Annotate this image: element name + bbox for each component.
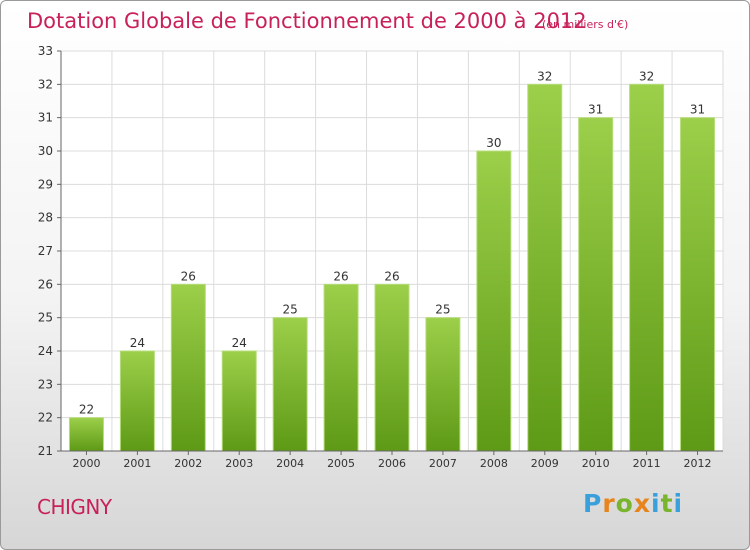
- logo-letter: x: [633, 489, 651, 518]
- x-tick-label: 2012: [684, 457, 712, 470]
- y-tick-label: 23: [38, 377, 53, 391]
- chart-title: Dotation Globale de Fonctionnement de 20…: [27, 9, 587, 33]
- bar-value-label: 26: [384, 269, 399, 283]
- x-tick-label: 2001: [123, 457, 151, 470]
- y-tick-label: 21: [38, 444, 53, 458]
- logo-letter: P: [583, 489, 603, 518]
- bar-value-label: 31: [588, 103, 603, 117]
- logo-letter: o: [615, 489, 634, 518]
- y-tick-label: 29: [38, 177, 53, 191]
- logo-letter: i: [673, 489, 684, 518]
- bar-value-label: 32: [639, 69, 654, 83]
- y-tick-label: 33: [38, 44, 53, 58]
- bar-2005: [323, 283, 359, 452]
- x-tick-label: 2003: [225, 457, 253, 470]
- bar-value-label: 24: [130, 336, 145, 350]
- y-tick-label: 25: [38, 311, 53, 325]
- y-tick-label: 22: [38, 411, 53, 425]
- bar-value-label: 30: [486, 136, 501, 150]
- x-tick-label: 2010: [582, 457, 610, 470]
- bar-value-label: 31: [690, 103, 705, 117]
- bar-2011: [629, 83, 665, 452]
- logo-letter: r: [602, 489, 616, 518]
- x-tick-label: 2004: [276, 457, 304, 470]
- bar-2000: [68, 417, 104, 452]
- x-tick-label: 2009: [531, 457, 559, 470]
- bar-value-label: 25: [435, 303, 450, 317]
- bar-value-label: 25: [283, 303, 298, 317]
- x-tick-label: 2007: [429, 457, 457, 470]
- bar-value-label: 24: [232, 336, 247, 350]
- bar-value-label: 32: [537, 69, 552, 83]
- y-tick-label: 26: [38, 277, 53, 291]
- logo-letter: i: [651, 489, 661, 518]
- commune-name: CHIGNY: [37, 495, 112, 519]
- bar-2007: [425, 317, 461, 452]
- bar-value-label: 22: [79, 403, 94, 417]
- y-tick-label: 30: [38, 144, 53, 158]
- bar-2001: [119, 350, 155, 452]
- y-tick-label: 32: [38, 77, 53, 91]
- x-tick-label: 2002: [174, 457, 202, 470]
- bar-2002: [170, 283, 206, 452]
- proxiti-logo: Proxiti: [583, 489, 683, 518]
- y-tick-label: 27: [38, 244, 53, 258]
- y-tick-label: 24: [38, 344, 53, 358]
- bar-2009: [527, 83, 563, 452]
- bar-2010: [578, 117, 614, 452]
- x-tick-label: 2005: [327, 457, 355, 470]
- bar-value-label: 26: [181, 269, 196, 283]
- bar-value-label: 26: [333, 269, 348, 283]
- chart-subtitle: (en milliers d'€): [542, 18, 629, 31]
- bar-2006: [374, 283, 410, 452]
- logo-letter: t: [660, 489, 674, 518]
- x-tick-label: 2006: [378, 457, 406, 470]
- x-tick-label: 2000: [72, 457, 100, 470]
- y-tick-label: 31: [38, 111, 53, 125]
- bar-2004: [272, 317, 308, 452]
- x-tick-label: 2008: [480, 457, 508, 470]
- bar-2008: [476, 150, 512, 452]
- bar-2003: [221, 350, 257, 452]
- bar-2012: [680, 117, 716, 452]
- x-tick-label: 2011: [633, 457, 661, 470]
- y-tick-label: 28: [38, 211, 53, 225]
